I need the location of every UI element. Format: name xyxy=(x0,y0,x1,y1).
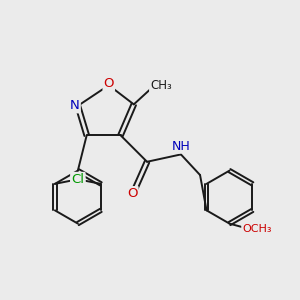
Text: O: O xyxy=(103,77,114,90)
Text: Cl: Cl xyxy=(71,173,84,186)
Text: N: N xyxy=(70,99,80,112)
Text: OCH₃: OCH₃ xyxy=(242,224,272,235)
Text: NH: NH xyxy=(172,140,190,153)
Text: O: O xyxy=(127,187,138,200)
Text: CH₃: CH₃ xyxy=(150,79,172,92)
Text: Cl: Cl xyxy=(71,173,84,186)
